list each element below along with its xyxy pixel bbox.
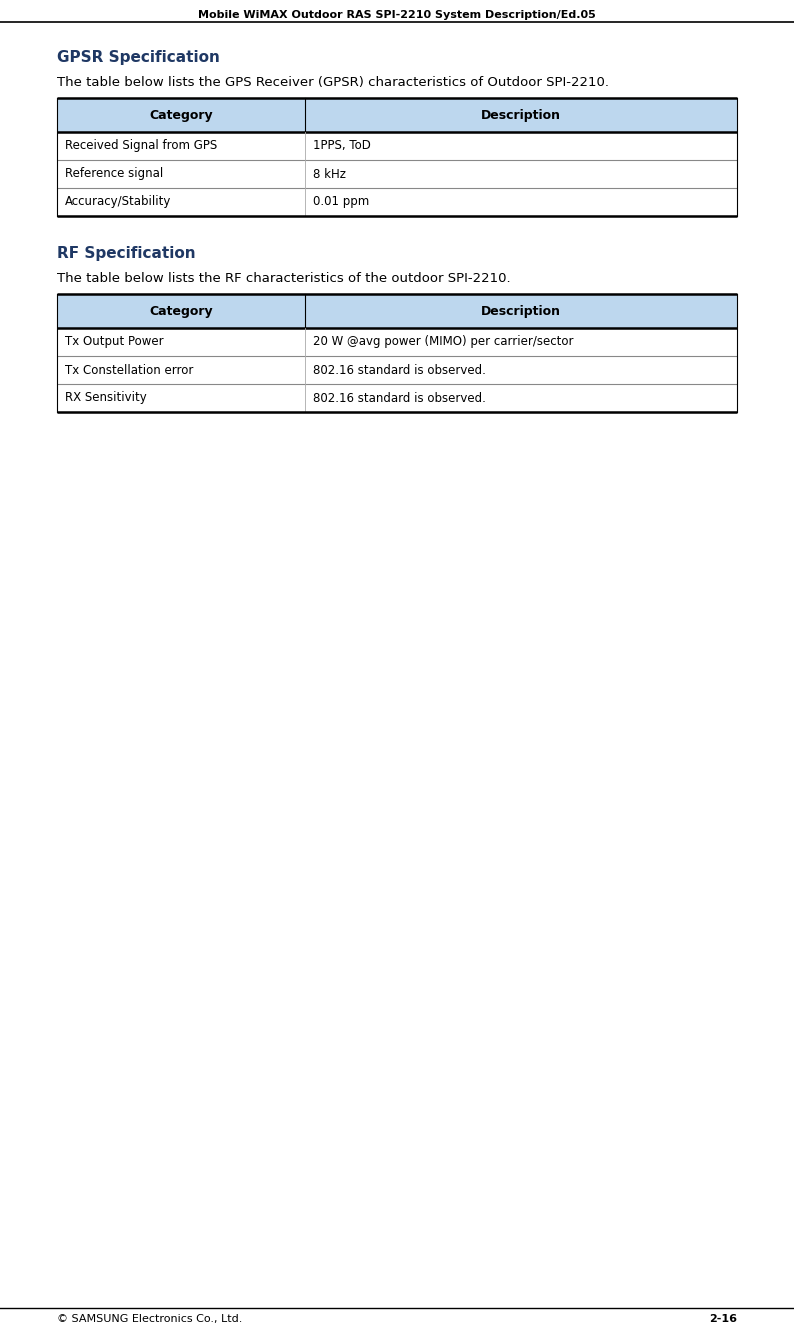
Text: 0.01 ppm: 0.01 ppm xyxy=(313,195,369,208)
Text: 802.16 standard is observed.: 802.16 standard is observed. xyxy=(313,363,486,377)
Text: The table below lists the RF characteristics of the outdoor SPI-2210.: The table below lists the RF characteris… xyxy=(57,273,511,285)
Bar xyxy=(57,294,737,329)
Text: 802.16 standard is observed.: 802.16 standard is observed. xyxy=(313,391,486,405)
Text: Description: Description xyxy=(481,305,561,318)
Text: The table below lists the GPS Receiver (GPSR) characteristics of Outdoor SPI-221: The table below lists the GPS Receiver (… xyxy=(57,76,609,90)
Text: Mobile WiMAX Outdoor RAS SPI-2210 System Description/Ed.05: Mobile WiMAX Outdoor RAS SPI-2210 System… xyxy=(198,9,596,20)
Text: 8 kHz: 8 kHz xyxy=(313,167,346,180)
Text: Category: Category xyxy=(149,108,213,122)
Text: 1PPS, ToD: 1PPS, ToD xyxy=(313,139,371,152)
Text: © SAMSUNG Electronics Co., Ltd.: © SAMSUNG Electronics Co., Ltd. xyxy=(57,1315,242,1324)
Text: Received Signal from GPS: Received Signal from GPS xyxy=(65,139,218,152)
Text: 2-16: 2-16 xyxy=(709,1315,737,1324)
Bar xyxy=(57,98,737,132)
Text: RF Specification: RF Specification xyxy=(57,246,195,261)
Text: Category: Category xyxy=(149,305,213,318)
Text: Reference signal: Reference signal xyxy=(65,167,164,180)
Text: 20 W @avg power (MIMO) per carrier/sector: 20 W @avg power (MIMO) per carrier/secto… xyxy=(313,335,574,349)
Text: Description: Description xyxy=(481,108,561,122)
Text: RX Sensitivity: RX Sensitivity xyxy=(65,391,147,405)
Text: GPSR Specification: GPSR Specification xyxy=(57,49,220,65)
Text: Accuracy/Stability: Accuracy/Stability xyxy=(65,195,172,208)
Text: Tx Output Power: Tx Output Power xyxy=(65,335,164,349)
Text: Tx Constellation error: Tx Constellation error xyxy=(65,363,194,377)
